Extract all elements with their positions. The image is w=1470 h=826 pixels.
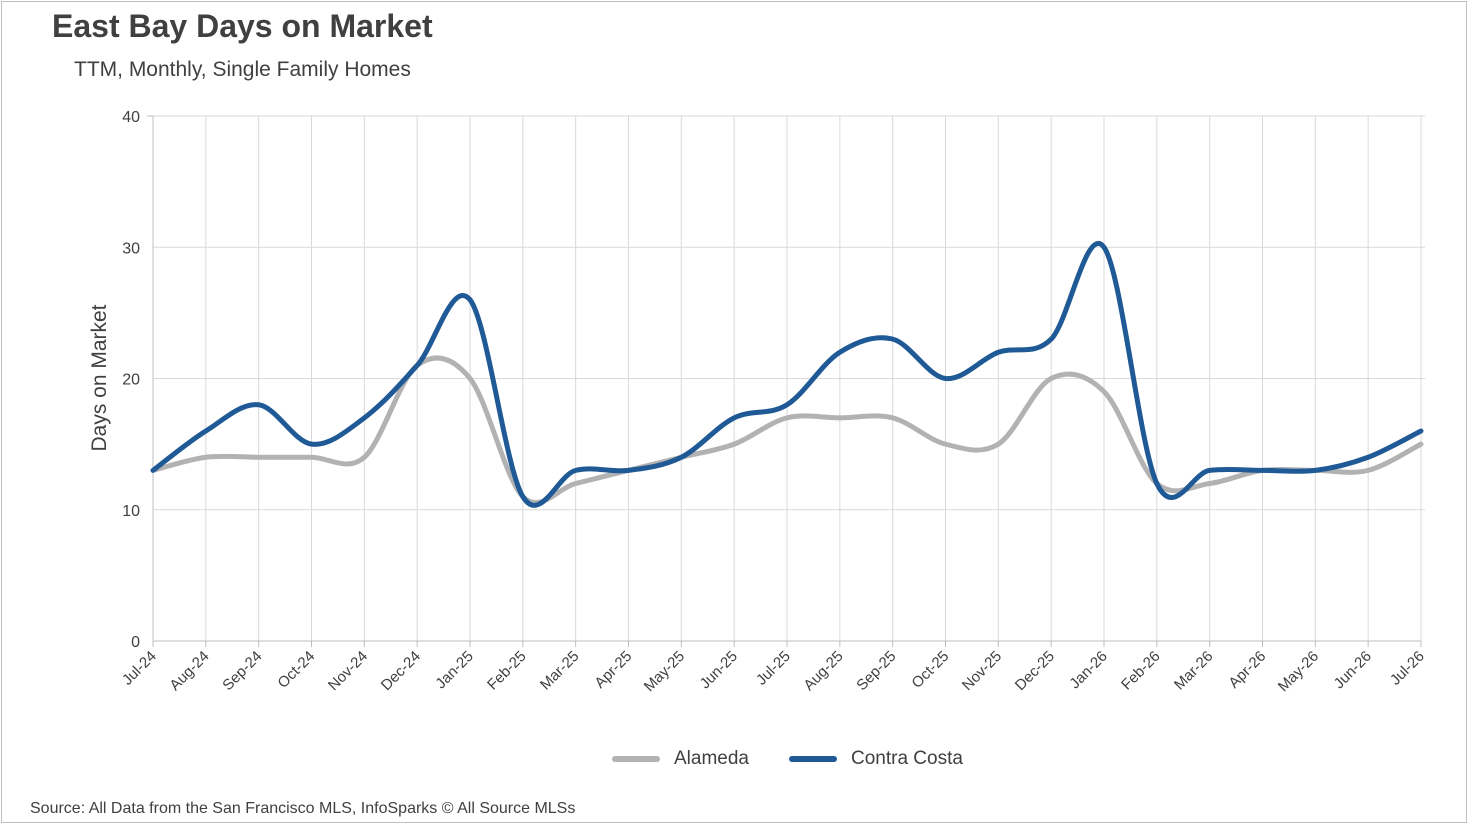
x-tick-label: Jan-25 [432, 648, 476, 692]
x-tick-label: Aug-25 [800, 648, 846, 694]
legend-item-contra-costa: Contra Costa [789, 748, 963, 770]
x-tick-label: Jul-26 [1387, 648, 1428, 689]
x-tick-label: Sep-24 [219, 648, 265, 694]
y-axis-label: Days on Market [88, 304, 111, 451]
y-tick-label: 20 [122, 372, 140, 389]
x-tick-label: Jun-26 [1331, 648, 1375, 692]
x-tick-label: Aug-24 [166, 648, 212, 694]
x-tick-label: Nov-25 [959, 648, 1005, 694]
x-tick-label: Oct-24 [274, 648, 318, 692]
x-tick-label: Feb-25 [484, 648, 530, 694]
y-tick-label: 30 [122, 240, 140, 257]
series-line-contra-costa [150, 241, 1424, 508]
x-tick-label: May-25 [641, 648, 688, 695]
x-tick-label: Dec-25 [1012, 648, 1058, 694]
grid-lines [153, 115, 1425, 641]
y-tick-label: 0 [131, 634, 140, 651]
x-tick-label: Sep-25 [853, 648, 899, 694]
legend-label-contra-costa: Contra Costa [851, 748, 963, 769]
x-tick-label: Nov-24 [325, 648, 371, 694]
x-tick-label: Jul-25 [753, 648, 794, 689]
y-tick-label: 10 [122, 503, 140, 520]
x-tick-label: Mar-26 [1171, 648, 1217, 694]
x-tick-labels: Jul-24 Aug-24 Sep-24 Oct-24 Nov-24 Dec-24 Jan-… [119, 648, 1428, 695]
legend-label-alameda: Alameda [674, 748, 749, 769]
legend-swatch-alameda [612, 756, 660, 762]
x-tick-label: Apr-26 [1225, 648, 1269, 692]
series-line-alameda [150, 355, 1424, 506]
axes [147, 115, 1422, 647]
x-tick-label: Jun-25 [697, 648, 741, 692]
y-tick-labels: 0 10 20 30 40 [122, 109, 140, 651]
chart-title: East Bay Days on Market [52, 8, 433, 44]
legend-item-alameda: Alameda [612, 748, 749, 770]
x-tick-label: Oct-25 [908, 648, 952, 692]
x-tick-label: Mar-25 [537, 648, 583, 694]
source-note: Source: All Data from the San Francisco … [30, 800, 576, 817]
x-tick-label: Jul-24 [119, 648, 160, 689]
x-tick-label: Dec-24 [378, 648, 424, 694]
legend: Alameda Contra Costa [612, 748, 1003, 770]
x-tick-label: Jan-26 [1066, 648, 1110, 692]
x-tick-label: Feb-26 [1118, 648, 1164, 694]
chart-subtitle: TTM, Monthly, Single Family Homes [74, 58, 411, 81]
y-tick-label: 40 [122, 109, 140, 126]
series-lines [150, 241, 1424, 508]
x-tick-label: May-26 [1275, 648, 1322, 695]
legend-swatch-contra-costa [789, 756, 837, 762]
x-tick-label: Apr-25 [591, 648, 635, 692]
